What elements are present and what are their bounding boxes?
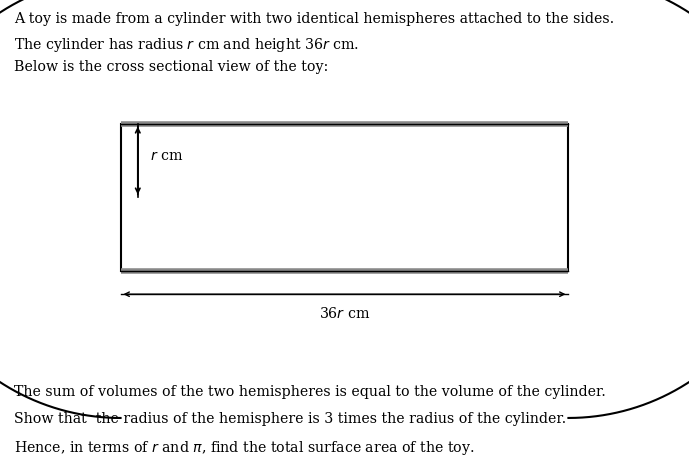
Text: Hence, in terms of $r$ and $\pi$, find the total surface area of the toy.: Hence, in terms of $r$ and $\pi$, find t… <box>14 439 474 458</box>
Text: $r$ cm: $r$ cm <box>150 149 183 163</box>
Bar <box>121 124 568 271</box>
Text: The cylinder has radius $r$ cm and height 36$r$ cm.: The cylinder has radius $r$ cm and heigh… <box>14 36 359 54</box>
Text: Show that  the radius of the hemisphere is 3 times the radius of the cylinder.: Show that the radius of the hemisphere i… <box>14 412 566 426</box>
Text: 36$r$ cm: 36$r$ cm <box>319 306 370 321</box>
Text: Below is the cross sectional view of the toy:: Below is the cross sectional view of the… <box>14 60 328 74</box>
Text: A toy is made from a cylinder with two identical hemispheres attached to the sid: A toy is made from a cylinder with two i… <box>14 12 614 26</box>
Text: The sum of volumes of the two hemispheres is equal to the volume of the cylinder: The sum of volumes of the two hemisphere… <box>14 385 606 399</box>
